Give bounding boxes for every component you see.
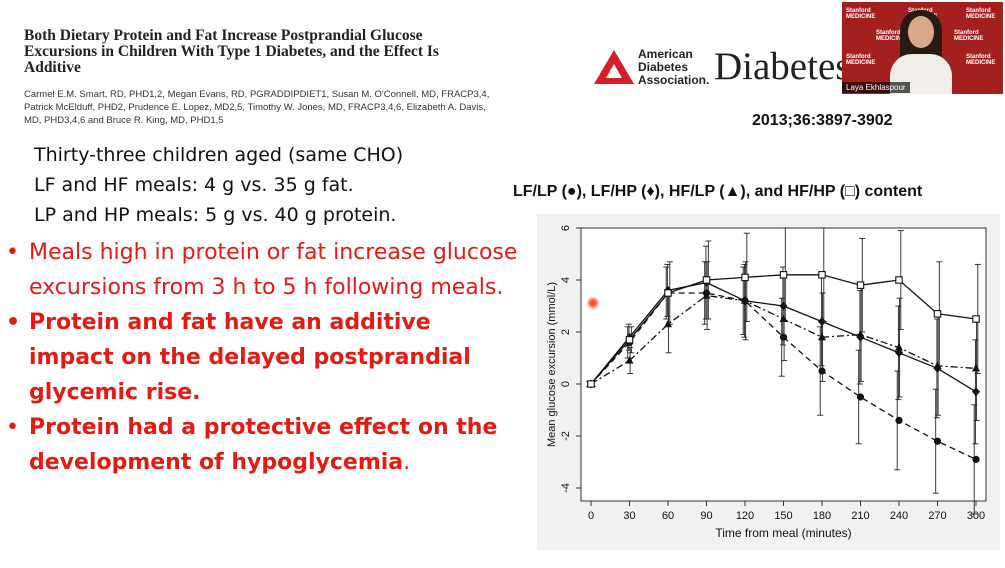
point-hf-hp	[625, 336, 634, 344]
chart-heading: LF/LP (●), LF/HP (♦), HF/LP (▲), and HF/…	[513, 183, 923, 200]
video-tile-text: Stanford MEDICINE	[876, 30, 906, 42]
x-tick-label: 270	[928, 510, 946, 522]
point-hf-lp	[933, 361, 942, 369]
x-tick-label: 210	[851, 510, 869, 522]
video-tile-text: Stanford MEDICINE	[966, 8, 996, 20]
finding-text: Protein and fat have an additive impact …	[29, 310, 471, 405]
speaker-video[interactable]: Stanford MEDICINE Stanford MEDICINE Stan…	[842, 2, 1003, 94]
point-hf-lp	[625, 356, 634, 364]
y-tick-label: 2	[560, 329, 572, 335]
x-tick-label: 30	[623, 510, 635, 522]
authors-line: Carmel E.M. Smart, RD, PHD1,2, Megan Eva…	[24, 89, 490, 100]
y-tick-label: 6	[560, 225, 572, 231]
journal-name: Diabetes	[714, 45, 842, 88]
point-hf-hp	[741, 273, 749, 282]
point-lf-lp	[818, 367, 826, 375]
finding-item: • Protein and fat have an additive impac…	[6, 305, 521, 410]
point-lf-hp	[895, 348, 903, 358]
video-tile-text: Stanford MEDICINE	[966, 54, 996, 66]
y-tick-label: -2	[560, 431, 572, 441]
plot-area	[580, 227, 987, 502]
x-tick-label: 300	[967, 510, 985, 522]
point-hf-hp	[702, 276, 711, 284]
bullet-dot-icon: •	[6, 415, 19, 440]
ada-word: American	[638, 47, 693, 61]
point-lf-lp	[856, 393, 865, 401]
point-hf-hp	[933, 310, 942, 318]
point-lf-lp	[895, 416, 903, 424]
x-tick-label: 180	[813, 510, 831, 522]
paper-title-line: Additive	[24, 59, 81, 76]
citation: 2013;36:3897-3902	[752, 112, 893, 129]
point-lf-lp	[779, 333, 788, 341]
speaker-name: Laya Ekhlaspour	[842, 82, 910, 93]
paper-title-line: Both Dietary Protein and Fat Increase Po…	[24, 27, 423, 44]
finding-suffix: .	[403, 450, 411, 475]
point-hf-lp	[664, 319, 672, 328]
speaker-face	[908, 16, 934, 48]
info-line: LF and HF meals: 4 g vs. 35 g fat.	[34, 174, 354, 196]
authors-line: MD, PHD3,4,6 and Bruce R. King, MD, PHD1…	[24, 115, 224, 126]
ada-word: Association.	[638, 73, 710, 87]
info-line: Thirty-three children aged (same CHO)	[34, 144, 404, 166]
point-lf-lp	[972, 455, 980, 463]
x-tick-label: 0	[588, 510, 594, 522]
point-hf-hp	[895, 276, 903, 284]
point-hf-hp	[664, 289, 672, 297]
x-axis-label: Time from meal (minutes)	[715, 526, 851, 540]
ada-triangle-icon	[594, 50, 634, 84]
point-lf-hp	[972, 387, 980, 397]
findings-list: • Meals high in protein or fat increase …	[6, 235, 521, 480]
point-hf-lp	[818, 332, 826, 341]
x-tick-label: 240	[890, 510, 908, 522]
video-tile-text: Stanford MEDICINE	[954, 30, 984, 42]
video-tile-text: Stanford MEDICINE	[846, 8, 876, 20]
video-tile-text: Stanford MEDICINE	[846, 54, 876, 66]
point-hf-lp	[856, 330, 865, 338]
glucose-chart: 0 30 60 90 120 150 180 210 240 270 300 -4 -2 0 2 4 6 Time…	[546, 225, 987, 540]
point-hf-hp	[779, 271, 788, 279]
x-tick-label: 120	[736, 510, 754, 522]
point-hf-hp	[818, 271, 826, 279]
info-line: LP and HP meals: 5 g vs. 40 g protein.	[34, 204, 397, 226]
y-axis-label: Mean glucose excursion (mmol/L)	[546, 282, 558, 447]
bullet-dot-icon: •	[6, 240, 19, 265]
finding-item: • Protein had a protective effect on the…	[6, 410, 521, 480]
x-tick-label: 90	[700, 510, 712, 522]
paper-title: Both Dietary Protein and Fat Increase Po…	[24, 28, 584, 76]
study-info: Thirty-three children aged (same CHO) LF…	[34, 140, 403, 230]
ada-logo: American Diabetes Association. Diabetes	[594, 45, 844, 88]
point-hf-hp	[856, 281, 865, 289]
finding-text: Meals high in protein or fat increase gl…	[29, 240, 518, 300]
ada-word: Diabetes	[638, 60, 689, 74]
y-tick-label: -4	[560, 483, 572, 493]
x-tick-label: 60	[662, 510, 674, 522]
paper-authors: Carmel E.M. Smart, RD, PHD1,2, Megan Eva…	[24, 88, 564, 127]
authors-line: Patrick McElduff, PHD2, Prudence E. Lope…	[24, 102, 486, 113]
laser-pointer-icon	[587, 297, 599, 309]
finding-text: Protein had a protective effect on the d…	[29, 415, 498, 475]
point-hf-hp	[587, 380, 595, 388]
y-tick-label: 0	[560, 381, 572, 387]
paper-title-line: Excursions in Children With Type 1 Diabe…	[24, 43, 439, 60]
point-hf-hp	[972, 315, 980, 323]
chart-panel: 0 30 60 90 120 150 180 210 240 270 300 -4 -2 0 2 4 6 Time…	[537, 214, 1000, 550]
finding-item: • Meals high in protein or fat increase …	[6, 235, 521, 305]
bullet-dot-icon: •	[6, 310, 21, 335]
x-tick-label: 150	[774, 510, 792, 522]
ada-wordmark: American Diabetes Association.	[638, 48, 709, 87]
point-hf-lp	[895, 343, 903, 351]
y-tick-label: 4	[560, 277, 572, 283]
point-lf-lp	[933, 437, 942, 445]
